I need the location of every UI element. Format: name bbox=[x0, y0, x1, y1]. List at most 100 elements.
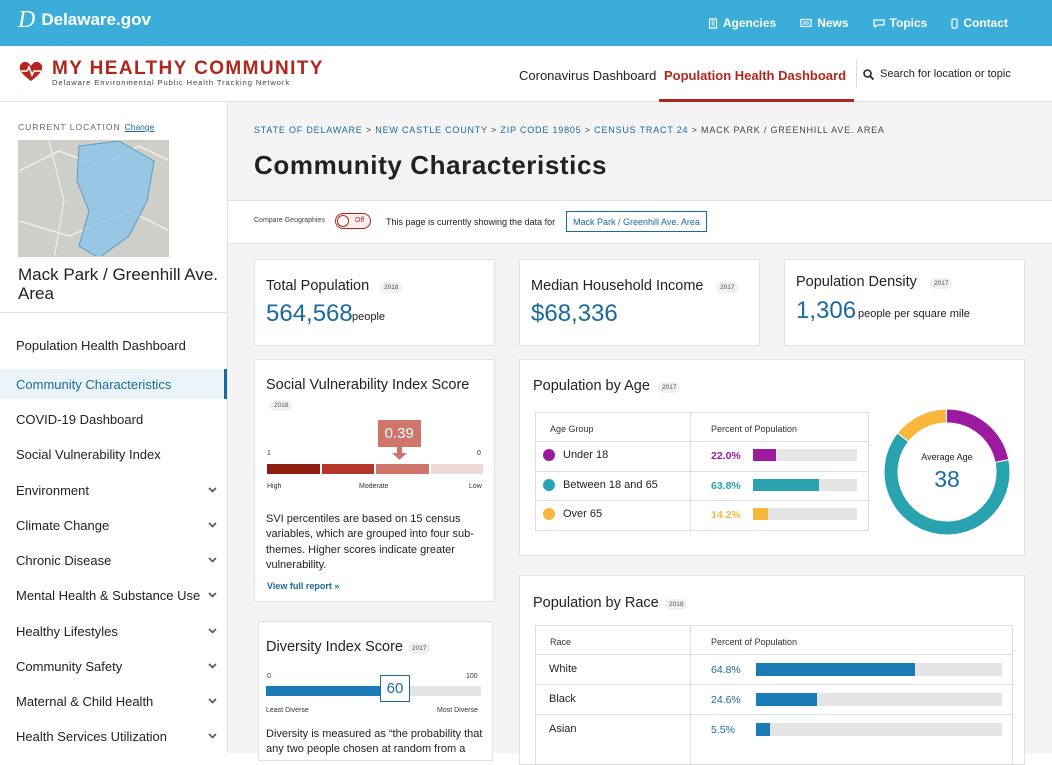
sidebar-item-chronic-disease[interactable]: Chronic Disease bbox=[0, 545, 227, 575]
sidebar-item-climate-change[interactable]: Climate Change bbox=[0, 510, 227, 540]
chevron-down-icon[interactable] bbox=[208, 731, 217, 741]
svi-scale bbox=[267, 464, 483, 474]
location-map[interactable] bbox=[18, 140, 169, 257]
svi-score-marker: 0.39 bbox=[377, 420, 421, 460]
divider bbox=[0, 312, 227, 313]
age-pct-header: Percent of Population bbox=[711, 424, 798, 434]
population-health-dashboard-link[interactable]: Population Health Dashboard bbox=[659, 68, 855, 102]
svi-description: SVI percentiles are based on 15 census v… bbox=[266, 513, 474, 571]
age-row-divider bbox=[535, 441, 869, 442]
location-name: Mack Park / Greenhill Ave. Area bbox=[18, 265, 218, 303]
race-year: 2018 bbox=[665, 599, 688, 610]
coronavirus-dashboard-link[interactable]: Coronavirus Dashboard bbox=[519, 68, 657, 83]
search-icon bbox=[863, 68, 874, 80]
crumb-zip[interactable]: ZIP CODE 19805 bbox=[500, 125, 582, 135]
sidebar-item-social-vulnerability-index[interactable]: Social Vulnerability Index bbox=[0, 439, 227, 469]
compare-toggle[interactable]: Off bbox=[335, 213, 371, 229]
race-row-divider bbox=[535, 684, 1013, 685]
news-link[interactable]: News bbox=[800, 16, 849, 30]
sidebar: CURRENT LOCATION Change Mack Park / Green… bbox=[0, 102, 228, 753]
sidebar-item-healthy-lifestyles[interactable]: Healthy Lifestyles bbox=[0, 616, 227, 646]
crumb-county[interactable]: NEW CASTLE COUNTY bbox=[375, 125, 488, 135]
location-tag[interactable]: Mack Park / Greenhill Ave. Area bbox=[566, 211, 707, 232]
age-row-bar-track bbox=[753, 479, 857, 491]
topics-link[interactable]: Topics bbox=[872, 16, 927, 30]
toggle-state: Off bbox=[355, 217, 365, 224]
map-image bbox=[19, 141, 168, 256]
donut-slice-0 bbox=[946, 409, 1009, 463]
population-density-card bbox=[784, 259, 1025, 346]
phone-icon bbox=[951, 17, 958, 29]
delaware-logo[interactable]: D Delaware.gov bbox=[18, 7, 151, 33]
crumb-tract[interactable]: CENSUS TRACT 24 bbox=[594, 125, 689, 135]
chevron-down-icon[interactable] bbox=[208, 696, 217, 706]
race-table-divider bbox=[690, 625, 691, 765]
sidebar-item-environment[interactable]: Environment bbox=[0, 475, 227, 505]
double-chevron-right-icon: » bbox=[334, 581, 340, 591]
chevron-down-icon[interactable] bbox=[208, 626, 217, 636]
sidebar-item-community-safety[interactable]: Community Safety bbox=[0, 651, 227, 681]
crumb-state[interactable]: STATE OF DELAWARE bbox=[254, 125, 363, 135]
diversity-fill bbox=[266, 686, 395, 696]
age-row-bar bbox=[753, 479, 820, 491]
search-label: Search for location or topic bbox=[880, 68, 1011, 80]
agencies-label: Agencies bbox=[722, 16, 777, 30]
age-row-label: Over 65 bbox=[563, 508, 603, 520]
total-population-year: 2018 bbox=[380, 282, 403, 293]
total-population-value: 564,568 bbox=[266, 300, 353, 327]
diversity-track bbox=[266, 686, 481, 696]
chevron-down-icon[interactable] bbox=[208, 590, 217, 600]
median-income-value: $68,336 bbox=[531, 300, 618, 327]
svi-left-label: 1 bbox=[267, 450, 271, 457]
age-row-percent: 14.2% bbox=[711, 509, 741, 521]
showing-text: This page is currently showing the data … bbox=[386, 217, 556, 227]
age-donut-chart bbox=[884, 409, 1010, 535]
chevron-down-icon[interactable] bbox=[208, 555, 217, 565]
page-title: Community Characteristics bbox=[254, 150, 608, 180]
diversity-min-label: 0 bbox=[267, 673, 271, 680]
delaware-gov-link[interactable]: Delaware.gov bbox=[41, 10, 151, 29]
median-income-year: 2017 bbox=[716, 282, 739, 293]
sidebar-item-community-characteristics[interactable]: Community Characteristics bbox=[0, 369, 227, 399]
chevron-down-icon[interactable] bbox=[208, 520, 217, 530]
svi-high-label: High bbox=[267, 483, 282, 490]
breadcrumb: STATE OF DELAWARE > NEW CASTLE COUNTY > … bbox=[254, 125, 885, 135]
change-location-link[interactable]: Change bbox=[124, 122, 155, 132]
newspaper-icon bbox=[800, 18, 812, 28]
view-full-report-link[interactable]: View full report » bbox=[267, 581, 339, 591]
svi-arrow-icon bbox=[391, 447, 407, 460]
svi-low-label: Low bbox=[469, 483, 482, 490]
sidebar-item-health-services-utilization[interactable]: Health Services Utilization bbox=[0, 721, 227, 751]
search-button[interactable]: Search for location or topic bbox=[856, 60, 1011, 88]
contact-label: Contact bbox=[963, 16, 1008, 30]
brand-subtitle: Delaware Environmental Public Health Tra… bbox=[52, 78, 291, 87]
race-row-percent: 64.8% bbox=[711, 664, 741, 676]
sidebar-item-label: Maternal & Child Health bbox=[16, 693, 154, 709]
compare-label: Compare Geographies bbox=[254, 217, 325, 224]
race-row-bar-track bbox=[756, 723, 1002, 736]
age-row-percent: 63.8% bbox=[711, 480, 741, 492]
agencies-link[interactable]: Agencies bbox=[708, 16, 776, 30]
race-row-percent: 5.5% bbox=[711, 724, 735, 736]
total-population-card bbox=[254, 259, 495, 346]
race-row-bar bbox=[756, 723, 770, 736]
sidebar-item-population-health-dashboard[interactable]: Population Health Dashboard bbox=[0, 330, 227, 360]
contact-link[interactable]: Contact bbox=[951, 16, 1008, 30]
chat-icon bbox=[872, 19, 885, 28]
race-title: Population by Race bbox=[533, 595, 659, 611]
median-income-title: Median Household Income bbox=[531, 278, 704, 294]
delaware-mark: D bbox=[18, 7, 36, 33]
age-legend-dot bbox=[543, 449, 555, 461]
diversity-least-label: Least Diverse bbox=[266, 707, 309, 714]
sidebar-item-mental-health-substance-use[interactable]: Mental Health & Substance Use bbox=[0, 580, 227, 610]
chevron-down-icon[interactable] bbox=[208, 661, 217, 671]
site-logo[interactable]: MY HEALTHY COMMUNITY Delaware Environment… bbox=[18, 59, 324, 87]
site-header: MY HEALTHY COMMUNITY Delaware Environment… bbox=[0, 46, 1052, 102]
chevron-down-icon[interactable] bbox=[208, 485, 217, 495]
toggle-knob bbox=[337, 215, 349, 227]
sidebar-item-covid-19-dashboard[interactable]: COVID-19 Dashboard bbox=[0, 404, 227, 434]
sidebar-item-maternal-child-health[interactable]: Maternal & Child Health bbox=[0, 686, 227, 716]
news-label: News bbox=[817, 16, 849, 30]
age-row-bar bbox=[753, 449, 776, 461]
age-year: 2017 bbox=[658, 382, 681, 393]
